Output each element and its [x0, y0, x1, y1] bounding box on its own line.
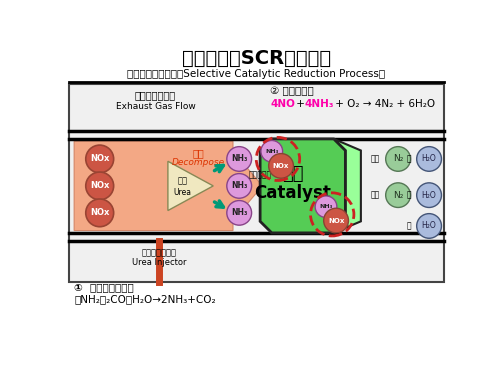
Polygon shape — [68, 84, 444, 282]
Polygon shape — [168, 161, 213, 210]
Text: N₂: N₂ — [393, 154, 404, 164]
Text: Exhaust Gas Flow: Exhaust Gas Flow — [116, 102, 196, 111]
Circle shape — [227, 174, 252, 198]
Circle shape — [324, 208, 348, 233]
Text: 尿素水噴射装置: 尿素水噴射装置 — [142, 248, 177, 257]
Text: 水: 水 — [406, 222, 411, 231]
Polygon shape — [334, 139, 361, 233]
Circle shape — [227, 147, 252, 171]
Text: アンモニア: アンモニア — [248, 170, 272, 179]
Text: 排気ガスの流れ: 排気ガスの流れ — [135, 90, 176, 100]
Circle shape — [416, 214, 442, 238]
Text: 4NH₃: 4NH₃ — [304, 99, 334, 108]
Text: 触媒: 触媒 — [282, 165, 304, 183]
Text: H₂O: H₂O — [422, 190, 436, 200]
Circle shape — [86, 172, 114, 200]
Text: NH₃: NH₃ — [265, 149, 278, 154]
Text: ② 脱硝反応：: ② 脱硝反応： — [270, 86, 314, 96]
Circle shape — [86, 145, 114, 173]
Text: Urea: Urea — [174, 188, 192, 196]
Text: NH₃: NH₃ — [231, 209, 248, 218]
Text: 尿素: 尿素 — [178, 177, 188, 186]
Text: Decompose: Decompose — [172, 158, 224, 167]
Text: Urea Injector: Urea Injector — [132, 258, 186, 267]
Text: （NH₂）₂CO＋H₂O→2NH₃+CO₂: （NH₂）₂CO＋H₂O→2NH₃+CO₂ — [74, 294, 216, 304]
Text: NOx: NOx — [90, 154, 110, 164]
Text: NOx: NOx — [273, 163, 289, 169]
Text: +: + — [294, 99, 308, 108]
Text: 窒素: 窒素 — [371, 190, 380, 200]
Circle shape — [261, 141, 282, 162]
Circle shape — [268, 154, 293, 178]
Text: 水: 水 — [406, 190, 411, 200]
Polygon shape — [260, 139, 346, 233]
Text: Catalyst: Catalyst — [254, 184, 331, 202]
Text: + O₂ → 4N₂ + 6H₂O: + O₂ → 4N₂ + 6H₂O — [332, 99, 436, 108]
Circle shape — [315, 196, 337, 217]
Circle shape — [386, 183, 410, 207]
Text: NH₃: NH₃ — [231, 154, 248, 164]
Text: 脱硝装置（SCR）の原理: 脱硝装置（SCR）の原理 — [182, 50, 331, 68]
Text: 水: 水 — [406, 154, 411, 164]
Text: 分解: 分解 — [192, 148, 204, 158]
Circle shape — [86, 199, 114, 227]
Text: ①  尿素水の分解：: ① 尿素水の分解： — [74, 282, 134, 292]
Circle shape — [227, 201, 252, 225]
Text: （選択接触還元法：Selective Catalytic Reduction Process）: （選択接触還元法：Selective Catalytic Reduction P… — [127, 69, 386, 79]
Circle shape — [386, 147, 410, 171]
Text: NOx: NOx — [90, 182, 110, 190]
Text: NH₃: NH₃ — [231, 182, 248, 190]
Text: H₂O: H₂O — [422, 222, 436, 231]
Text: 4NO: 4NO — [270, 99, 295, 108]
Circle shape — [416, 147, 442, 171]
Text: N₂: N₂ — [393, 190, 404, 200]
Text: NH₃: NH₃ — [320, 204, 332, 209]
Circle shape — [416, 183, 442, 207]
Text: NOx: NOx — [90, 209, 110, 218]
Text: H₂O: H₂O — [422, 154, 436, 164]
Text: 窒素: 窒素 — [371, 154, 380, 164]
Text: NOx: NOx — [328, 217, 344, 223]
Polygon shape — [74, 141, 262, 231]
